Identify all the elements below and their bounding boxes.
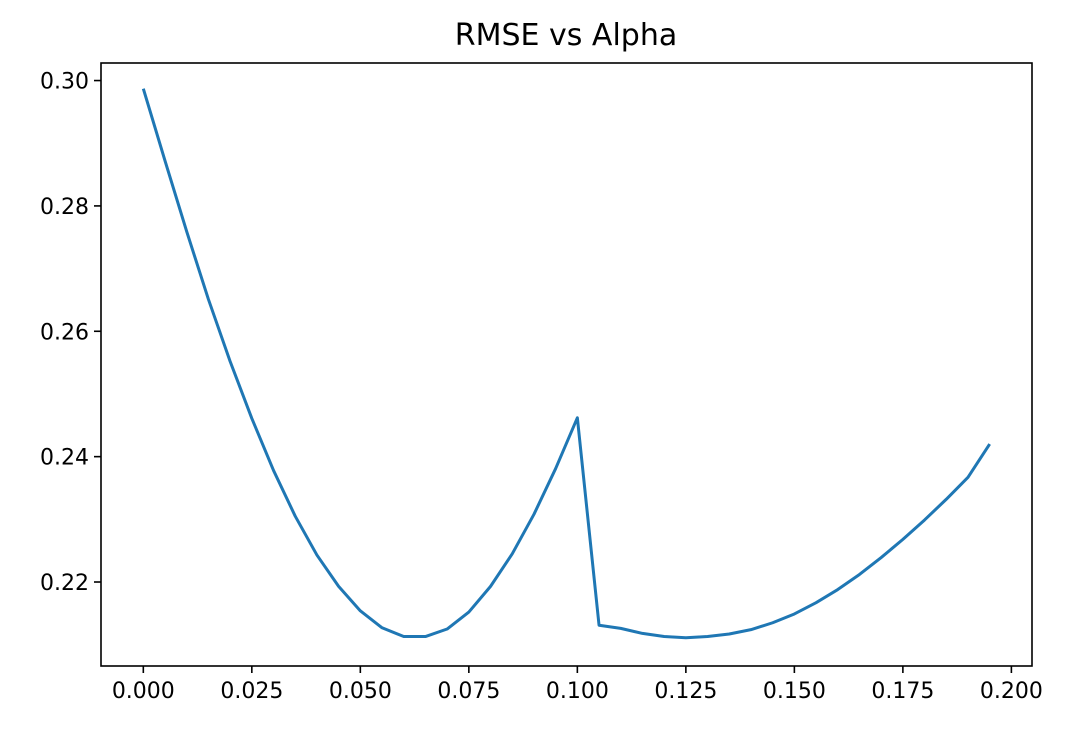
plot-frame (100, 62, 1033, 667)
x-tick-label: 0.200 (980, 679, 1043, 704)
chart-title: RMSE vs Alpha (455, 18, 677, 53)
y-tick-label: 0.26 (40, 320, 89, 345)
series-layer (141, 88, 991, 640)
x-tick-label: 0.000 (112, 679, 175, 704)
series-line-0 (141, 88, 991, 640)
x-axis: 0.000 0.025 0.050 0.075 0.100 0.125 0.150 0.175… (112, 666, 1043, 704)
y-axis: 0.22 0.24 0.26 0.28 0.30 (40, 70, 101, 596)
x-tick-label: 0.175 (871, 679, 934, 704)
y-tick-label: 0.28 (40, 195, 89, 220)
x-tick-label: 0.150 (763, 679, 826, 704)
y-tick-label: 0.22 (40, 571, 89, 596)
x-tick-label: 0.050 (329, 679, 392, 704)
x-tick-label: 0.075 (437, 679, 500, 704)
y-tick-label: 0.24 (40, 446, 89, 471)
y-tick-label: 0.30 (40, 70, 89, 95)
x-tick-label: 0.100 (546, 679, 609, 704)
x-tick-label: 0.125 (654, 679, 717, 704)
x-tick-label: 0.025 (220, 679, 283, 704)
